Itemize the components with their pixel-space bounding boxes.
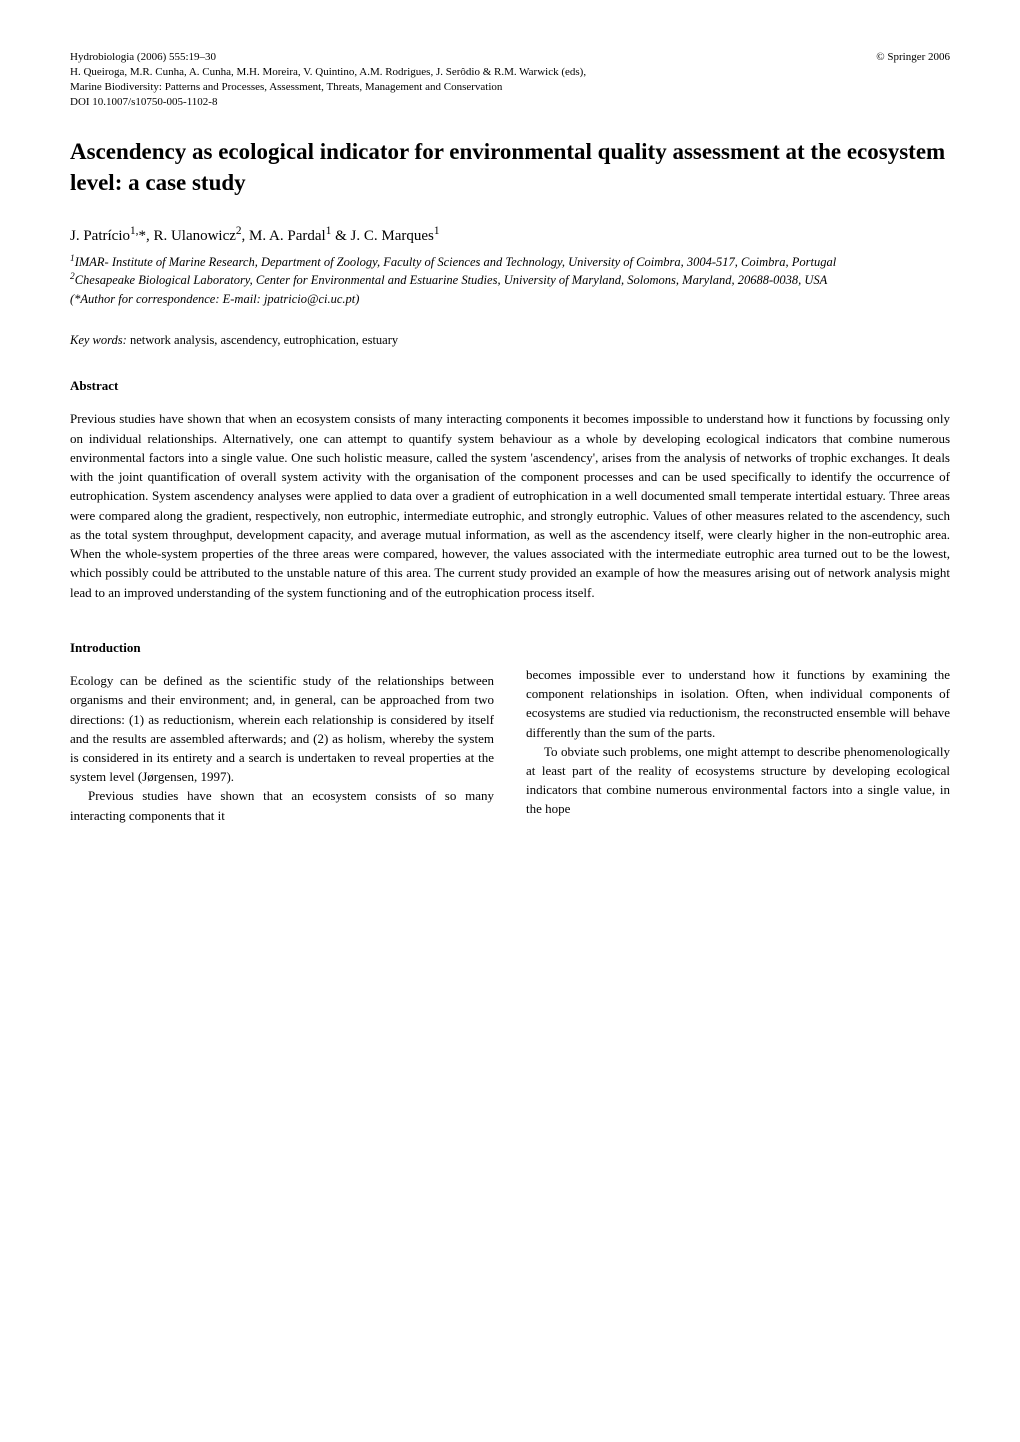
- intro-heading: Introduction: [70, 638, 494, 657]
- column-right: becomes impossible ever to understand ho…: [526, 638, 950, 825]
- affiliations: 1IMAR- Institute of Marine Research, Dep…: [70, 253, 950, 308]
- aff1-text: IMAR- Institute of Marine Research, Depa…: [75, 255, 836, 269]
- volume-title: Marine Biodiversity: Patterns and Proces…: [70, 80, 774, 95]
- intro-col2-p1: becomes impossible ever to understand ho…: [526, 665, 950, 742]
- abstract-text: Previous studies have shown that when an…: [70, 409, 950, 601]
- intro-col1-p2: Previous studies have shown that an ecos…: [70, 786, 494, 824]
- intro-col1-p1: Ecology can be defined as the scientific…: [70, 671, 494, 786]
- keywords-line: Key words: network analysis, ascendency,…: [70, 332, 950, 350]
- keywords-text: network analysis, ascendency, eutrophica…: [127, 333, 398, 347]
- abstract-heading: Abstract: [70, 377, 950, 395]
- aff2-text: Chesapeake Biological Laboratory, Center…: [75, 274, 828, 288]
- intro-columns: Introduction Ecology can be defined as t…: [70, 638, 950, 825]
- authors-line: J. Patrício1,*, R. Ulanowicz2, M. A. Par…: [70, 224, 950, 247]
- journal-line: Hydrobiologia (2006) 555:19–30: [70, 50, 774, 65]
- copyright: © Springer 2006: [876, 50, 950, 65]
- doi-line: DOI 10.1007/s10750-005-1102-8: [70, 95, 774, 110]
- keywords-label: Key words:: [70, 333, 127, 347]
- article-title: Ascendency as ecological indicator for e…: [70, 137, 950, 198]
- header-meta: Hydrobiologia (2006) 555:19–30 H. Queiro…: [70, 50, 950, 109]
- column-left: Introduction Ecology can be defined as t…: [70, 638, 494, 825]
- intro-col2-p2: To obviate such problems, one might atte…: [526, 742, 950, 819]
- correspondence: (*Author for correspondence: E-mail: jpa…: [70, 290, 950, 308]
- editors-line: H. Queiroga, M.R. Cunha, A. Cunha, M.H. …: [70, 65, 774, 80]
